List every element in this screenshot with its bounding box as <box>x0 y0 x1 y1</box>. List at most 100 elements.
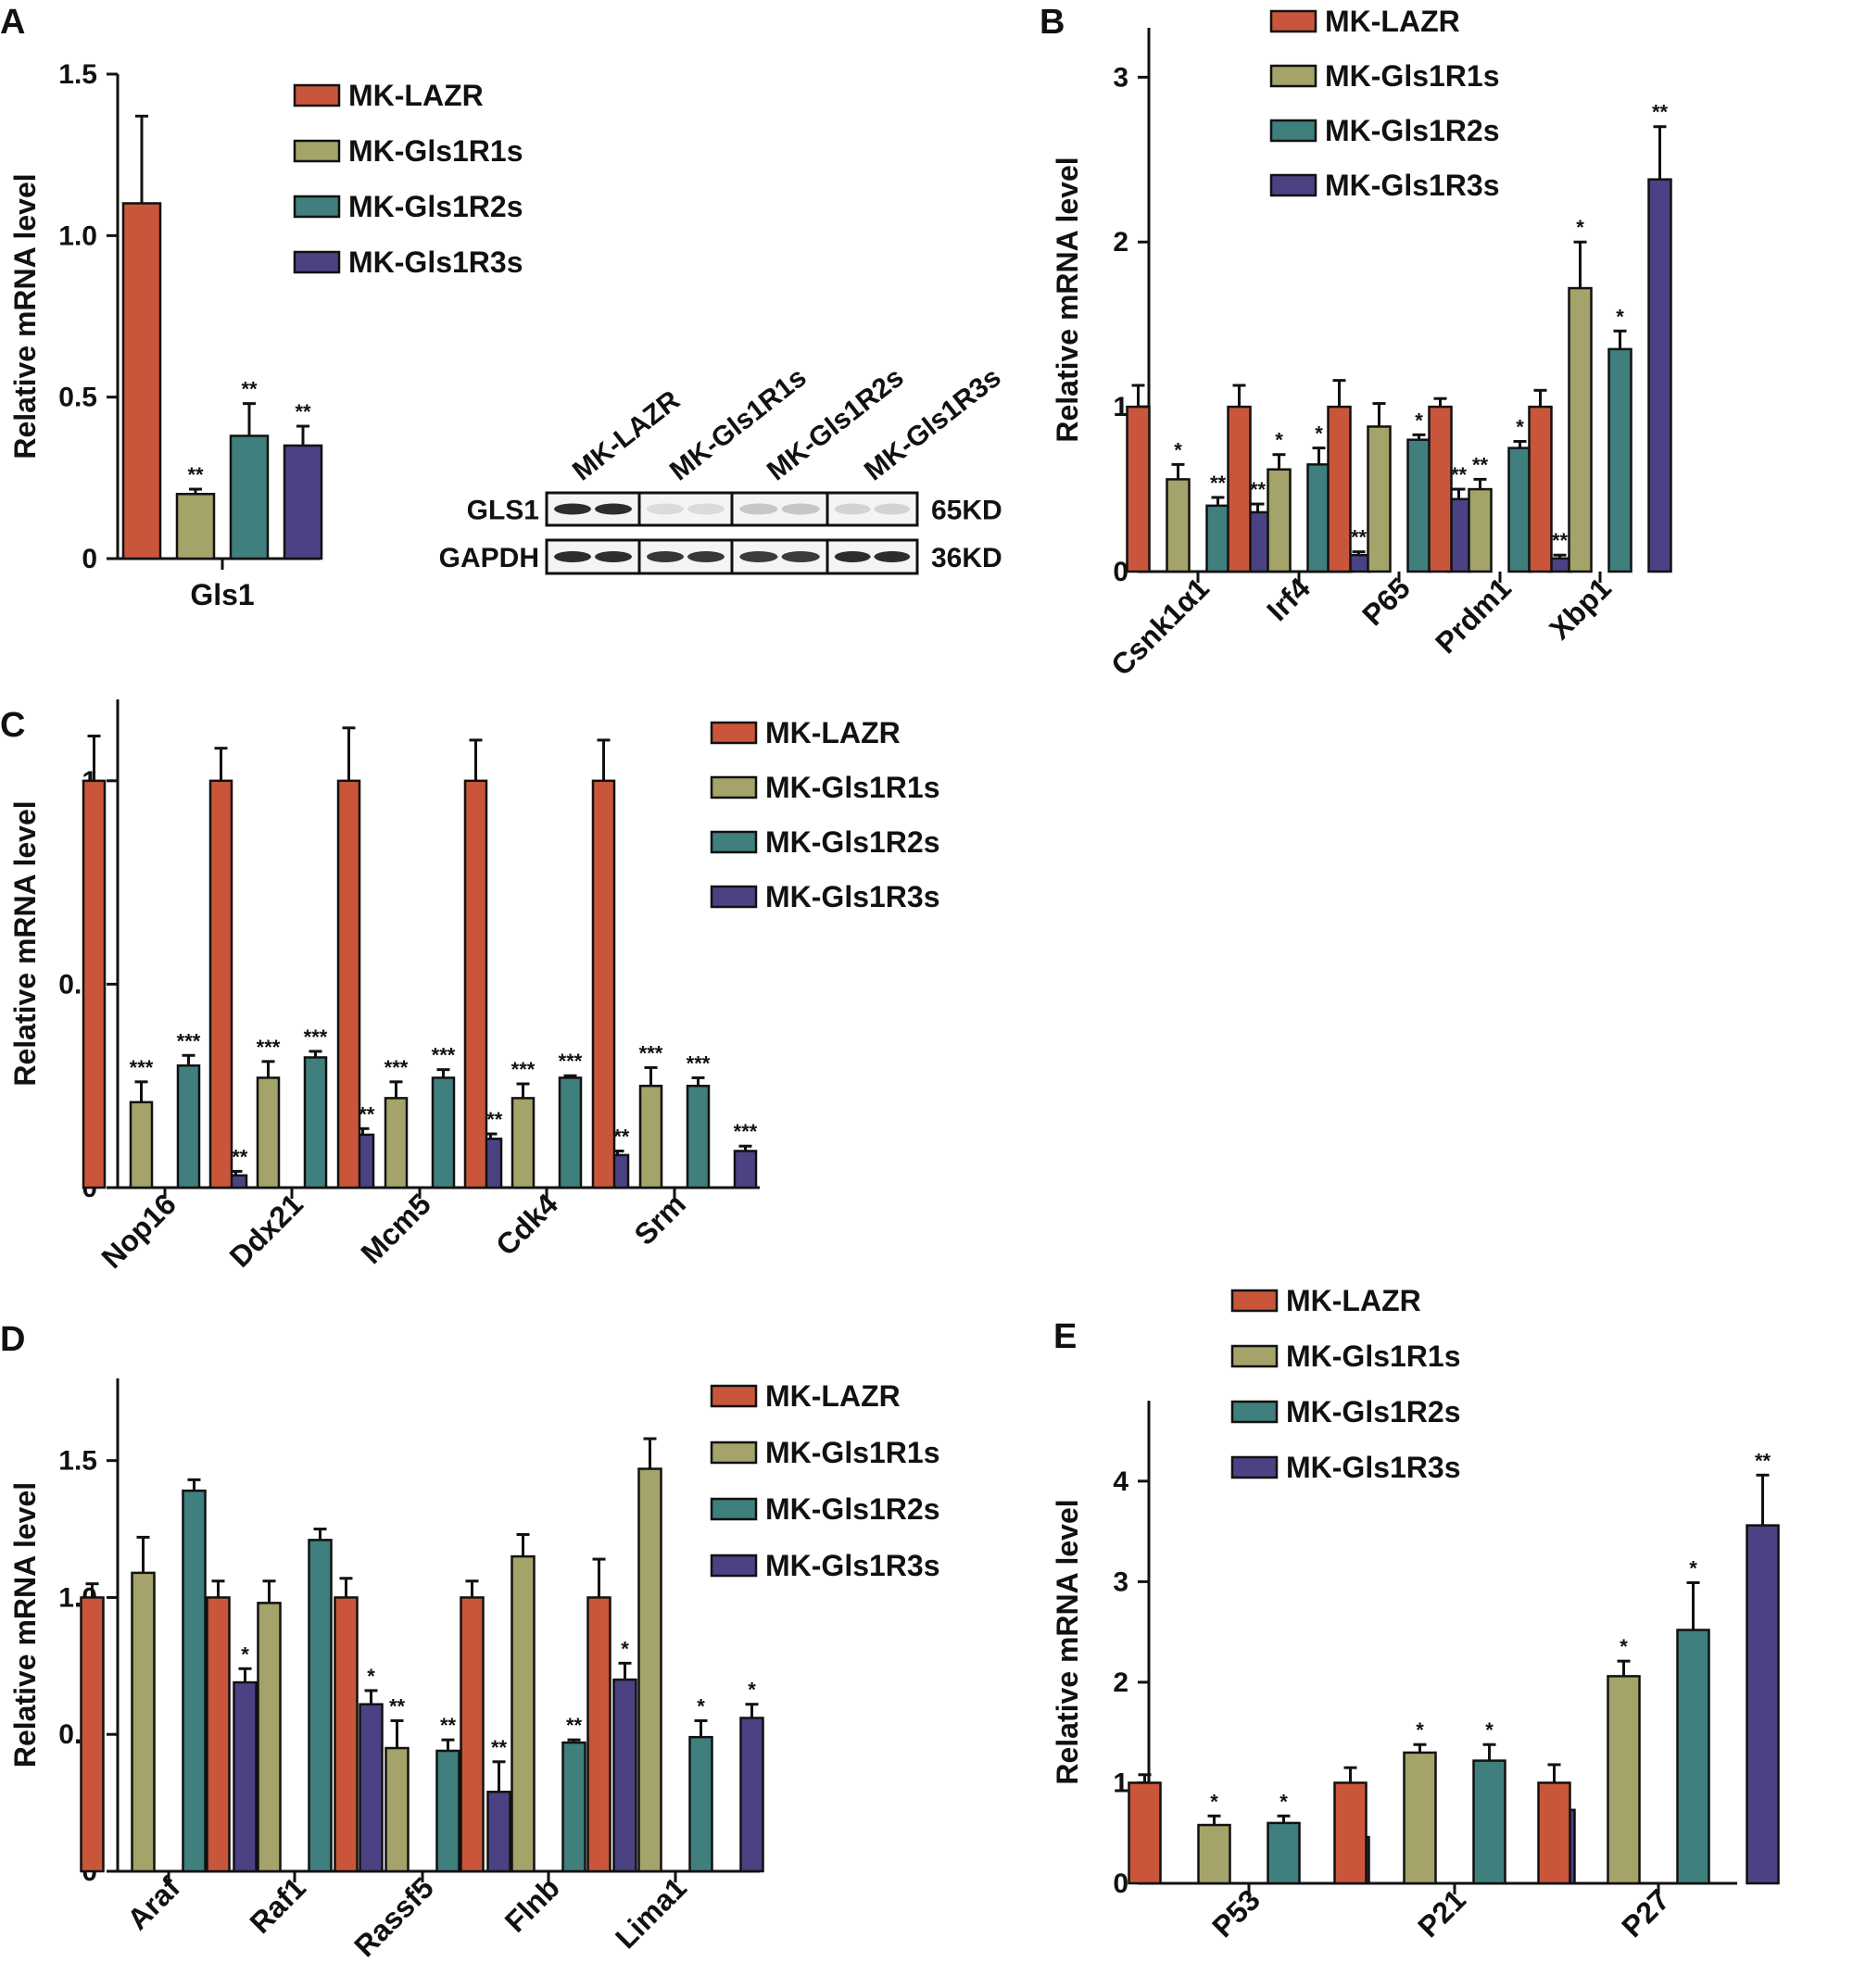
bar <box>308 1539 333 1873</box>
y-tick-label: 2 <box>1113 227 1128 258</box>
panel-c: C00.51Relative mRNA level*********Nop16*… <box>0 699 940 1275</box>
significance-label: * <box>1415 409 1423 432</box>
x-tick-label: Nop16 <box>95 1187 183 1275</box>
bar <box>384 1746 410 1873</box>
bar <box>1468 487 1493 573</box>
bar <box>80 1596 105 1873</box>
significance-label: ** <box>566 1714 583 1737</box>
legend-label: MK-Gls1R1s <box>765 771 940 804</box>
significance-label: * <box>367 1665 375 1688</box>
bar <box>1267 1821 1301 1885</box>
legend-swatch <box>1269 64 1317 88</box>
significance-label: ** <box>1472 453 1489 476</box>
significance-label: * <box>241 1642 249 1666</box>
x-tick-label: Xbp1 <box>1543 571 1618 646</box>
bar <box>1507 447 1532 573</box>
bar <box>558 1076 583 1189</box>
y-axis-label: Relative mRNA level <box>8 173 42 459</box>
y-tick-label: 0 <box>82 544 97 574</box>
significance-label: * <box>748 1679 756 1702</box>
blot-band <box>834 503 871 515</box>
bar <box>1428 405 1453 573</box>
bar <box>1472 1759 1506 1885</box>
blot-band <box>647 551 684 562</box>
blot-band <box>739 503 778 515</box>
y-tick-label: 1.5 <box>58 59 97 90</box>
legend-swatch <box>710 830 758 854</box>
blot-band <box>554 551 591 562</box>
y-tick-label: 1.0 <box>58 220 97 251</box>
bar <box>586 1596 611 1873</box>
significance-label: *** <box>687 1051 711 1075</box>
bar <box>175 493 216 560</box>
significance-label: * <box>1516 415 1524 438</box>
bar <box>303 1056 328 1189</box>
bar <box>206 1596 231 1873</box>
blot-band <box>781 551 820 562</box>
panel-a: A 0 0.5 1.0 1.5 Relative mRNA level ** ** ** Gls1… <box>0 3 523 611</box>
bar <box>1607 347 1632 573</box>
bar <box>1197 1823 1231 1885</box>
y-tick-label: 0.5 <box>58 383 97 413</box>
significance-label: ** <box>491 1736 508 1759</box>
bar <box>1166 478 1191 573</box>
x-tick-label: Prdm1 <box>1429 571 1518 660</box>
significance-label: *** <box>130 1056 154 1079</box>
legend-label: MK-LAZR <box>1286 1284 1421 1317</box>
significance-label: ** <box>1552 529 1569 552</box>
significance-label: * <box>1279 1790 1288 1813</box>
bar <box>257 1602 282 1873</box>
significance-label: ** <box>295 400 311 423</box>
bar <box>486 1791 511 1873</box>
legend-label: MK-Gls1R2s <box>348 190 523 223</box>
blot-band <box>739 551 778 562</box>
bar <box>686 1084 711 1189</box>
significance-label: ** <box>389 1694 406 1717</box>
bar <box>1367 425 1392 573</box>
bar <box>1306 463 1331 573</box>
legend-swatch <box>710 775 758 799</box>
bar <box>1528 405 1553 573</box>
bar <box>176 1064 201 1189</box>
x-tick-label: Raf1 <box>243 1870 312 1940</box>
significance-label: ** <box>1755 1449 1771 1472</box>
legend-swatch <box>1230 1400 1279 1424</box>
y-axis-label: Relative mRNA level <box>8 1482 42 1768</box>
bar <box>1403 1751 1437 1885</box>
y-tick-label: 1 <box>1113 392 1128 422</box>
blot-protein-label: GAPDH <box>439 543 539 573</box>
bar <box>208 779 233 1189</box>
bar <box>1746 1524 1780 1885</box>
bar <box>637 1467 662 1873</box>
bar <box>1327 405 1352 573</box>
blot-lane-label: MK-LAZR <box>567 384 686 486</box>
x-tick-label: Cdk4 <box>489 1187 564 1262</box>
legend-label: MK-Gls1R3s <box>348 245 523 279</box>
significance-label: *** <box>432 1044 456 1067</box>
bar <box>688 1735 713 1873</box>
bar <box>511 1097 536 1189</box>
blot-band <box>781 503 820 515</box>
significance-label: * <box>697 1694 705 1717</box>
legend-label: MK-Gls1R3s <box>1325 169 1500 202</box>
bar <box>131 1571 156 1873</box>
blot-band <box>687 551 725 562</box>
blot-band <box>554 503 591 515</box>
y-tick-label: 4 <box>1113 1466 1128 1497</box>
bar <box>1647 178 1672 573</box>
x-tick-label: P53 <box>1205 1882 1267 1944</box>
x-tick-label: P21 <box>1411 1882 1472 1944</box>
legend-label: MK-Gls1R3s <box>765 1549 940 1582</box>
bar <box>182 1489 207 1873</box>
legend-label: MK-Gls1R2s <box>765 825 940 859</box>
significance-label: *** <box>304 1025 328 1049</box>
bar <box>511 1554 536 1873</box>
western-blot: MK-LAZRMK-Gls1R1sMK-Gls1R2sMK-Gls1R3sGLS… <box>439 362 1007 575</box>
bar <box>359 1703 384 1873</box>
significance-label: * <box>1576 216 1584 239</box>
legend-swatch <box>1269 9 1317 33</box>
bar <box>256 1076 281 1189</box>
x-tick-label: P65 <box>1355 571 1417 632</box>
